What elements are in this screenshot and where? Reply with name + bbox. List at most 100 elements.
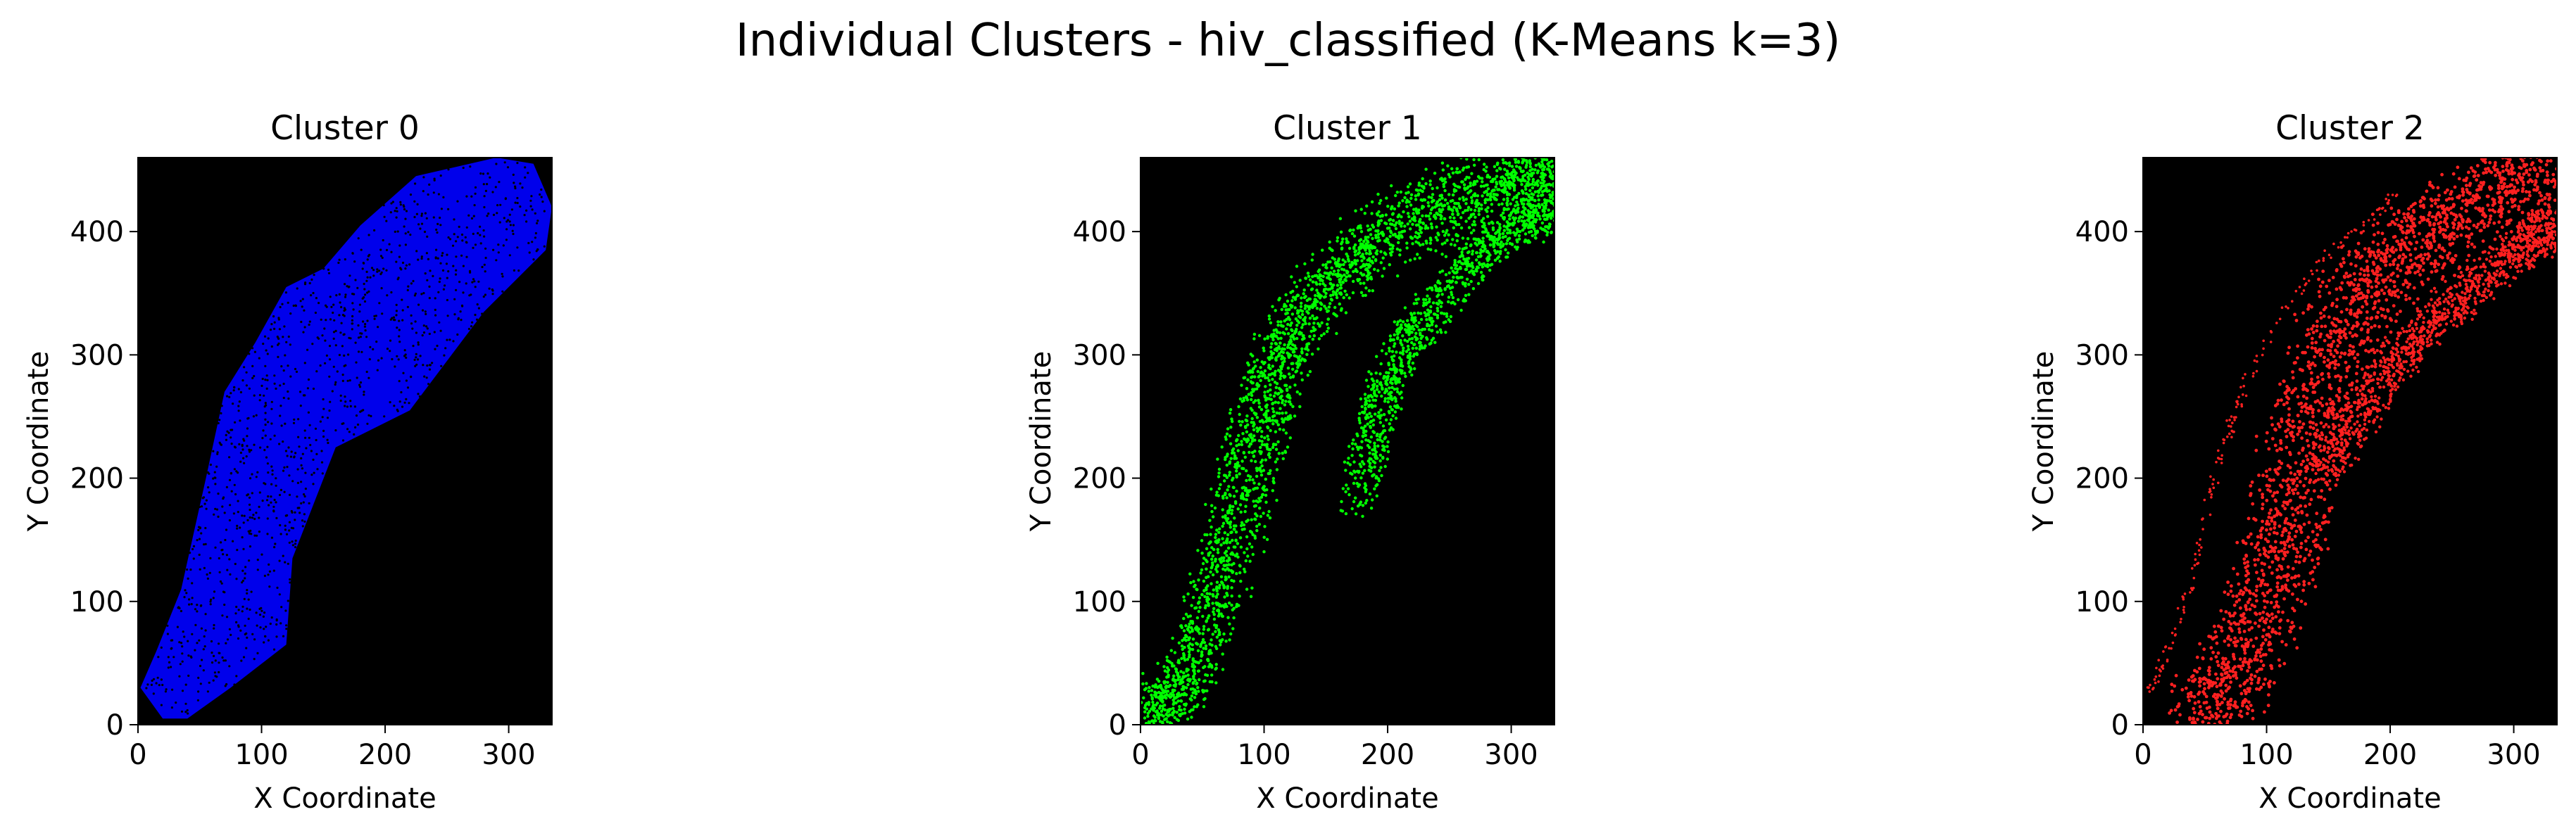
data-point [1194, 628, 1198, 631]
gap-dot [310, 278, 313, 281]
data-point [1359, 226, 1363, 230]
data-point [1515, 196, 1519, 200]
gap-dot [462, 265, 465, 267]
data-point [1523, 207, 1527, 211]
gap-dot [491, 289, 494, 292]
data-point [1186, 628, 1190, 632]
gap-dot [282, 635, 285, 637]
gap-dot [218, 557, 220, 560]
gap-dot [527, 241, 530, 245]
data-point [1278, 341, 1282, 345]
gap-dot [341, 379, 344, 383]
gap-dot [253, 443, 256, 446]
data-point [1174, 701, 1178, 705]
data-point [1542, 167, 1546, 172]
gap-dot [465, 241, 468, 244]
gap-dot [400, 391, 403, 394]
data-point [1467, 293, 1471, 296]
data-point [1355, 432, 1359, 436]
gap-dot [487, 212, 490, 215]
data-point [1495, 169, 1499, 172]
data-point [1499, 167, 1502, 171]
data-point [1189, 580, 1193, 585]
data-point [1393, 388, 1397, 391]
data-point [1212, 607, 1216, 611]
gap-dot [198, 553, 201, 557]
gap-dot [157, 656, 160, 659]
gap-dot [368, 358, 371, 361]
data-point [1259, 407, 1264, 412]
data-point [1286, 366, 1290, 370]
gap-dot [220, 582, 223, 585]
data-point [1498, 260, 1502, 263]
data-point [1306, 374, 1310, 377]
gap-dot [209, 557, 212, 560]
gap-dot [226, 395, 229, 398]
gap-dot [189, 655, 192, 658]
data-point [1257, 401, 1261, 405]
data-point [1343, 273, 1346, 277]
data-point [1248, 489, 1252, 493]
data-point [1214, 663, 1218, 666]
data-point [1226, 566, 1229, 571]
gap-dot [323, 327, 326, 330]
gap-dot [239, 526, 241, 529]
gap-dot [409, 193, 413, 196]
gap-dot [241, 610, 244, 613]
gap-dot [273, 327, 276, 330]
data-point [1245, 398, 1250, 402]
gap-dot [270, 536, 273, 539]
data-point [1441, 229, 1445, 234]
gap-dot [247, 417, 250, 419]
data-point [1424, 298, 1428, 302]
data-point [1166, 720, 1169, 723]
data-point [1150, 693, 1153, 697]
data-point [1226, 488, 1229, 492]
data-point [1250, 459, 1253, 462]
gap-dot [321, 334, 324, 337]
gap-dot [249, 545, 251, 548]
data-point [1217, 475, 1221, 478]
data-point [1205, 619, 1209, 623]
data-point [1363, 410, 1366, 414]
gap-dot [375, 315, 377, 317]
data-point [1253, 536, 1257, 540]
data-point [1559, 207, 1562, 210]
data-point [1485, 250, 1490, 253]
gap-dot [212, 477, 215, 480]
data-point [1419, 317, 1424, 322]
gap-dot [264, 379, 267, 381]
data-point [1395, 337, 1400, 341]
data-point [1150, 707, 1153, 711]
data-point [1394, 400, 1397, 403]
gap-dot [343, 309, 346, 312]
data-point [1239, 424, 1243, 427]
data-point [1376, 232, 1381, 236]
data-point [1410, 373, 1414, 377]
data-point [1173, 716, 1176, 719]
gap-dot [253, 374, 256, 378]
gap-dot [256, 471, 259, 474]
gap-dot [285, 628, 288, 630]
data-point [1192, 659, 1196, 664]
data-point [1224, 569, 1227, 572]
data-point [1408, 370, 1412, 374]
data-point [1485, 210, 1489, 213]
data-point [1202, 705, 1206, 709]
data-point [1428, 179, 1432, 183]
data-point [1137, 704, 1140, 707]
gap-dot [243, 514, 246, 517]
axes-frame [137, 157, 553, 725]
data-point [1336, 284, 1340, 287]
data-point [1475, 198, 1479, 202]
data-point [1428, 286, 1432, 290]
data-point [1371, 498, 1374, 502]
data-point [1336, 289, 1339, 293]
data-point [1225, 554, 1229, 557]
data-point [1156, 661, 1160, 665]
data-point [1443, 234, 1447, 237]
data-point [1409, 355, 1412, 358]
data-point [1388, 334, 1393, 338]
data-point [1440, 177, 1443, 180]
gap-dot [296, 495, 299, 498]
